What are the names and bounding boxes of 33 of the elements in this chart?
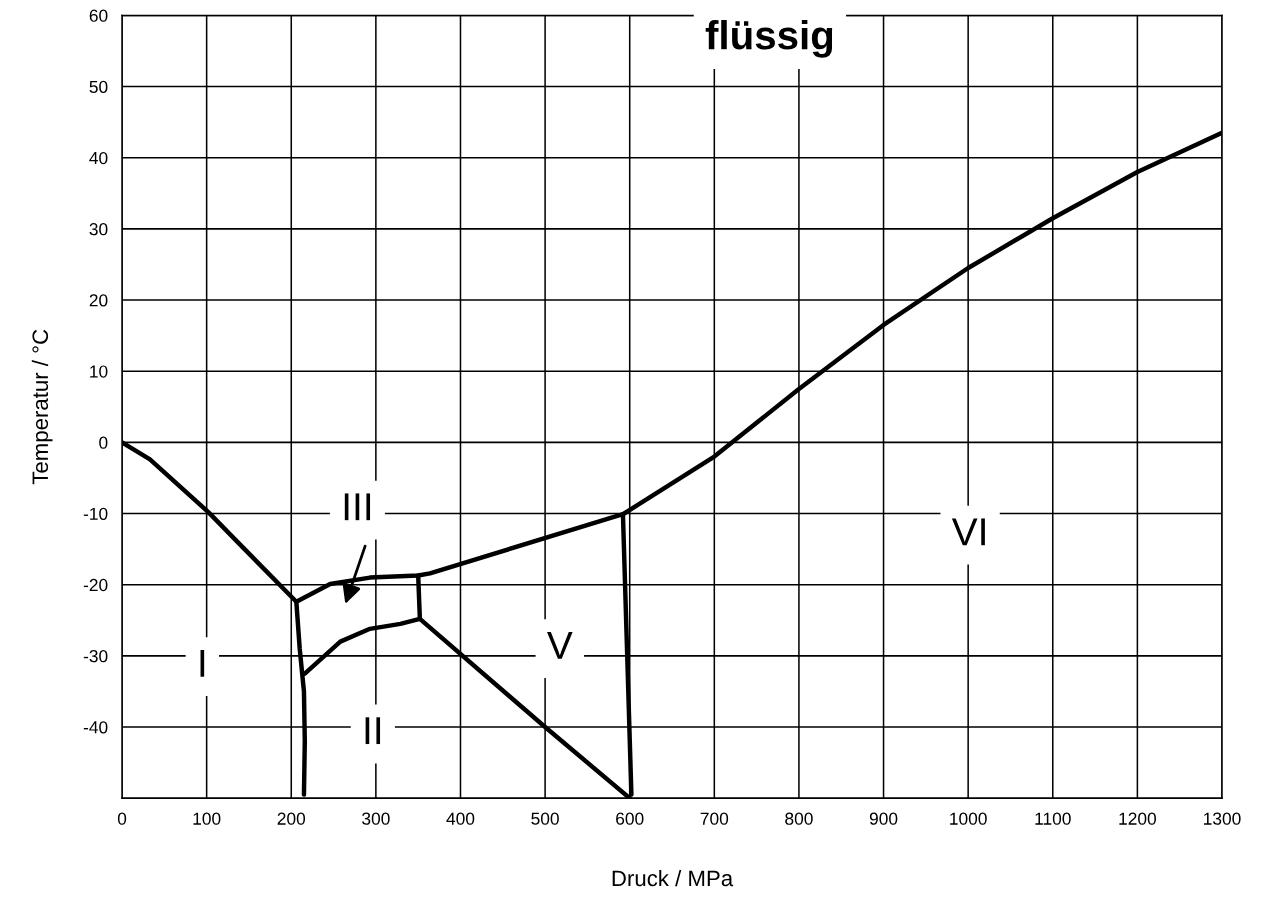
y-tick-label: -10 — [83, 507, 108, 520]
x-tick-label: 300 — [362, 812, 390, 825]
x-tick-label: 700 — [700, 812, 729, 825]
y-tick-label: -40 — [83, 721, 108, 734]
x-tick-label: 0 — [117, 812, 127, 825]
x-tick-label: 900 — [869, 812, 898, 825]
annotation: V — [547, 631, 573, 659]
x-tick-label: 800 — [785, 812, 813, 825]
y-tick-label: 30 — [89, 223, 108, 236]
y-tick-label: 60 — [89, 9, 108, 22]
x-tick-label: 100 — [193, 812, 221, 825]
x-tick-label: 600 — [616, 812, 644, 825]
annotation: II — [365, 717, 381, 745]
x-tick-label: 500 — [531, 812, 559, 825]
annotation: III — [344, 493, 371, 521]
y-tick-label: -30 — [83, 650, 108, 663]
x-tick-label: 1200 — [1119, 812, 1157, 825]
annotation: flüssig — [705, 20, 833, 58]
annotation: VI — [951, 518, 985, 546]
y-axis-title: Temperatur / °C — [31, 329, 53, 485]
x-tick-label: 200 — [277, 812, 306, 825]
x-tick-label: 1000 — [950, 812, 987, 825]
annotation: I — [200, 649, 205, 677]
x-tick-label: 1100 — [1035, 812, 1071, 825]
y-tick-label: -20 — [83, 578, 108, 592]
y-tick-label: 0 — [99, 436, 108, 449]
x-tick-label: 1300 — [1204, 812, 1241, 825]
y-tick-label: 50 — [89, 80, 108, 94]
y-tick-label: 20 — [89, 294, 108, 307]
x-tick-label: 400 — [446, 812, 475, 825]
y-tick-label: 40 — [89, 151, 108, 165]
x-axis-title: Druck / MPa — [612, 869, 734, 887]
y-tick-label: 10 — [90, 365, 108, 378]
